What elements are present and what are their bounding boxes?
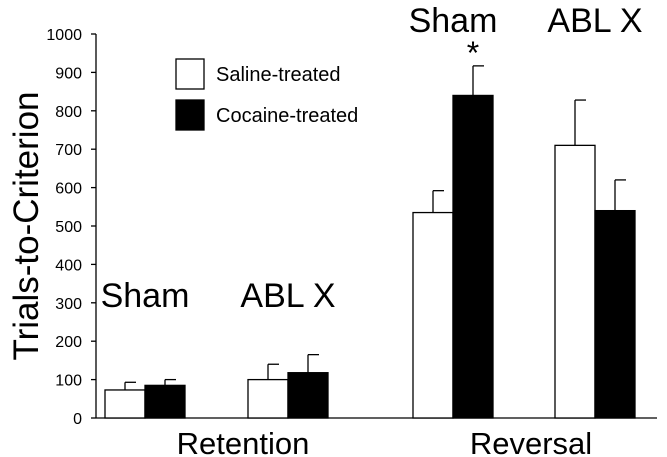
group-label: ABL X bbox=[240, 277, 335, 315]
bar-saline bbox=[104, 389, 146, 419]
legend-swatch bbox=[175, 99, 205, 131]
y-tick-label: 200 bbox=[55, 334, 82, 351]
bar-cocaine bbox=[287, 372, 329, 419]
bar-cocaine bbox=[144, 384, 186, 419]
x-category-label: Reversal bbox=[470, 426, 592, 457]
y-tick-label: 600 bbox=[55, 181, 82, 198]
y-tick-label: 100 bbox=[55, 373, 82, 390]
legend-label: Cocaine-treated bbox=[216, 105, 358, 127]
y-tick-label: 1000 bbox=[46, 27, 82, 44]
bar-saline bbox=[554, 144, 596, 419]
y-tick-label: 700 bbox=[55, 142, 82, 159]
y-tick-label: 900 bbox=[55, 65, 82, 82]
group-label: Sham bbox=[101, 277, 190, 315]
y-tick-label: 800 bbox=[55, 104, 82, 121]
y-tick-label: 300 bbox=[55, 296, 82, 313]
legend: Saline-treated Cocaine-treated bbox=[175, 58, 358, 131]
axes: 0 100 200 300 400 500 600 700 800 900 1000 bbox=[46, 27, 657, 428]
y-tick-label: 500 bbox=[55, 219, 82, 236]
bars bbox=[104, 65, 636, 419]
group-label: Sham bbox=[409, 2, 498, 40]
y-axis-label: Trials-to-Criterion bbox=[7, 91, 46, 360]
legend-label: Saline-treated bbox=[216, 64, 341, 86]
y-tick-label: 0 bbox=[73, 411, 82, 428]
labels: Trials-to-Criterion Retention Sham ABL X Rev… bbox=[7, 2, 643, 457]
bar-saline bbox=[247, 378, 289, 419]
bar-saline bbox=[412, 211, 454, 419]
x-category-label: Retention bbox=[177, 426, 310, 457]
bar-cocaine bbox=[452, 94, 494, 419]
group-label: ABL X bbox=[547, 2, 642, 40]
significance-marker: * bbox=[467, 35, 479, 71]
bar-cocaine bbox=[594, 209, 636, 419]
y-tick-label: 400 bbox=[55, 257, 82, 274]
legend-swatch bbox=[175, 58, 205, 90]
